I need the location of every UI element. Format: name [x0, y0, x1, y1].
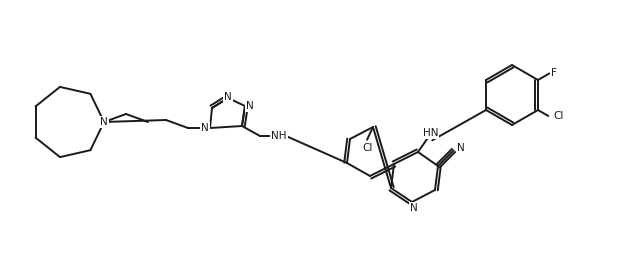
- Text: Cl: Cl: [362, 143, 372, 153]
- Text: Cl: Cl: [553, 111, 564, 121]
- Text: NH: NH: [271, 131, 287, 141]
- Text: N: N: [457, 143, 465, 154]
- Text: N: N: [246, 101, 254, 111]
- Text: N: N: [201, 123, 209, 133]
- Text: N: N: [100, 117, 108, 127]
- Text: N: N: [224, 92, 232, 102]
- Text: F: F: [551, 69, 557, 78]
- Text: HN: HN: [423, 128, 438, 138]
- Text: N: N: [410, 203, 418, 213]
